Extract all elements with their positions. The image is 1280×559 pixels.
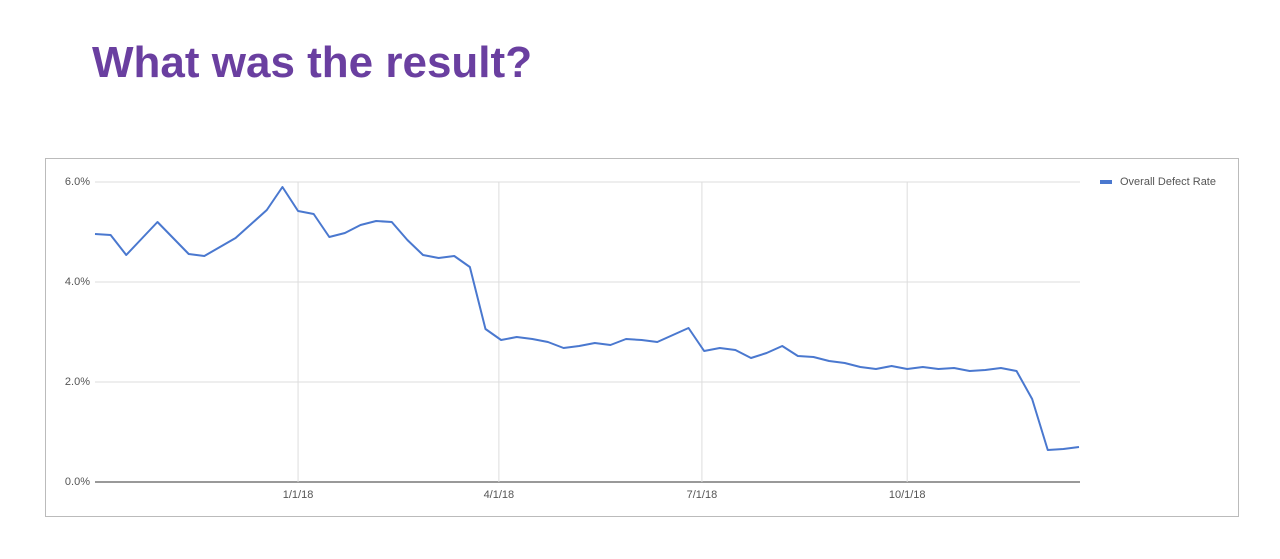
slide-title: What was the result? (92, 38, 533, 87)
y-tick-label: 6.0% (65, 176, 90, 188)
legend-label: Overall Defect Rate (1120, 176, 1216, 188)
y-tick-label: 4.0% (65, 276, 90, 288)
legend-swatch (1100, 180, 1112, 184)
chart-frame (45, 158, 1239, 517)
x-tick-label: 4/1/18 (484, 489, 515, 501)
y-tick-label: 2.0% (65, 376, 90, 388)
x-tick-label: 10/1/18 (889, 489, 926, 501)
x-tick-label: 1/1/18 (283, 489, 314, 501)
y-tick-label: 0.0% (65, 476, 90, 488)
data-line (94, 186, 1080, 451)
x-tick-label: 7/1/18 (687, 489, 718, 501)
